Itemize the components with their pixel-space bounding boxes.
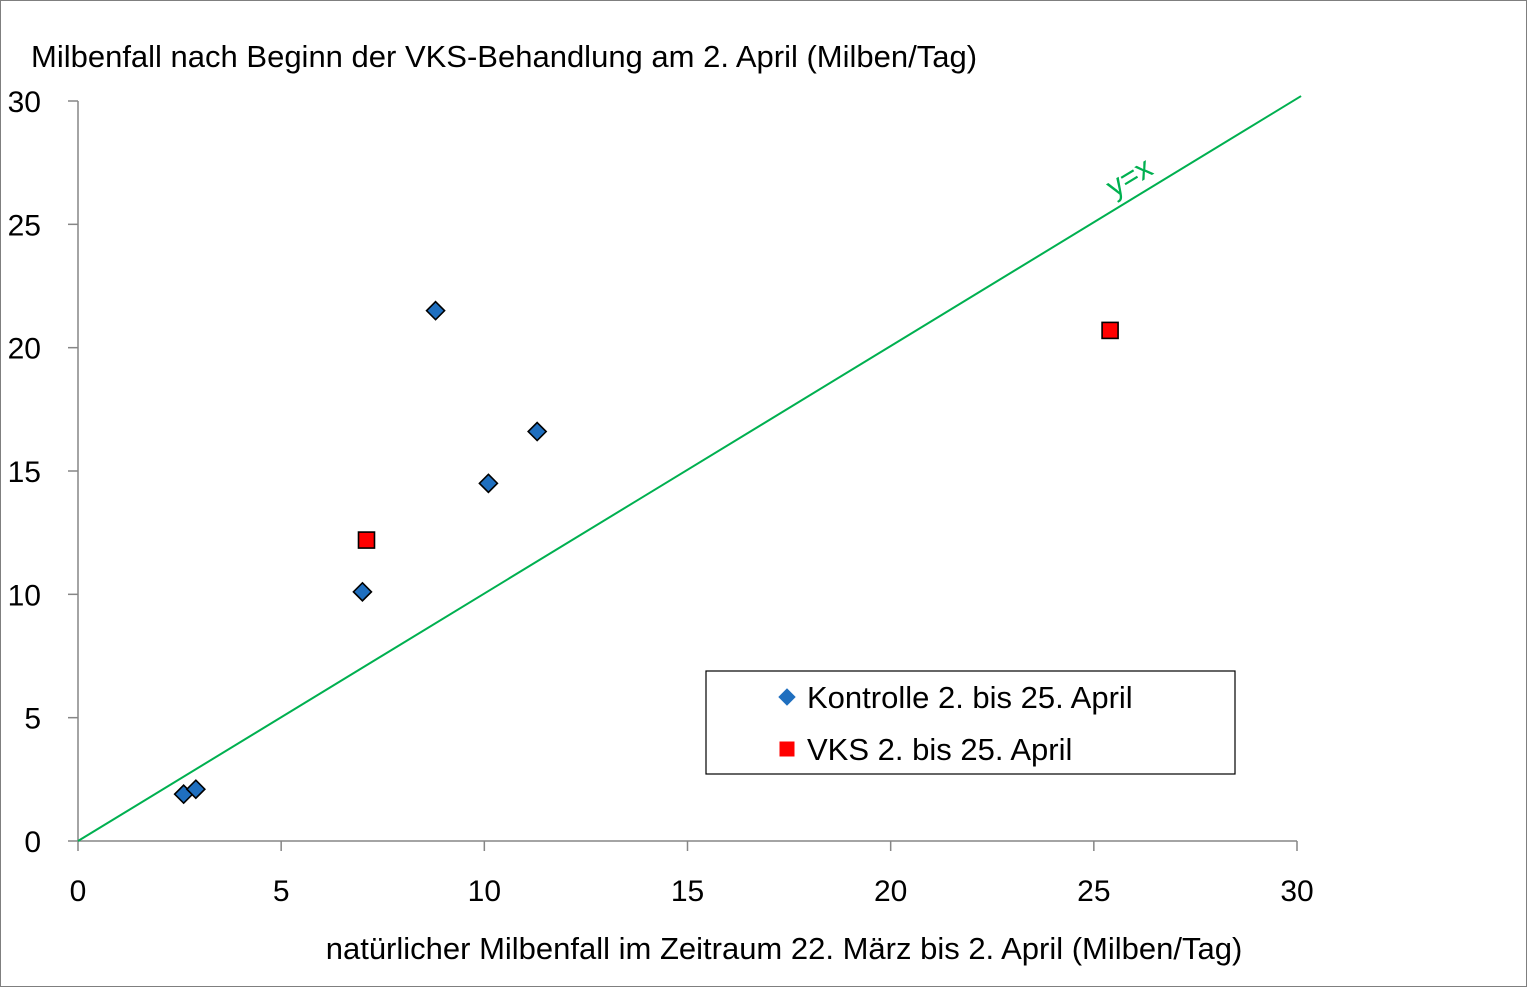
- legend-diamond-icon: [778, 688, 796, 706]
- y-tick-label: 25: [8, 209, 41, 242]
- vks-data-point: [1101, 321, 1119, 340]
- kontrolle-data-point: [425, 300, 446, 321]
- y-tick-label: 0: [24, 826, 41, 859]
- x-axis-label: natürlicher Milbenfall im Zeitraum 22. M…: [326, 931, 1243, 966]
- x-tick-label: 25: [1077, 875, 1110, 908]
- axes: 0 5 10 15 20 25 30 0 5 10 15 20 25 30: [8, 86, 1314, 908]
- x-tick-label: 20: [874, 875, 907, 908]
- legend-square-icon: [779, 741, 795, 757]
- x-tick-label: 10: [468, 875, 501, 908]
- x-tick-label: 0: [70, 875, 87, 908]
- x-tick-label: 5: [273, 875, 290, 908]
- y-tick-label: 10: [8, 579, 41, 612]
- kontrolle-data-point: [527, 421, 548, 442]
- y-tick-label: 5: [24, 703, 41, 736]
- x-tick-label: 15: [671, 875, 704, 908]
- vks-data-point: [357, 531, 376, 549]
- kontrolle-data-point: [352, 581, 373, 602]
- legend-entry-label: VKS 2. bis 25. April: [807, 732, 1072, 767]
- legend-entry-label: Kontrolle 2. bis 25. April: [807, 680, 1133, 715]
- y-tick-label: 20: [8, 333, 41, 366]
- x-tick-label: 30: [1280, 875, 1313, 908]
- legend-box: [705, 670, 1236, 775]
- y-equals-x-line: [77, 95, 1302, 842]
- y-tick-label: 15: [8, 456, 41, 489]
- chart-title: Milbenfall nach Beginn der VKS-Behandlun…: [31, 39, 977, 74]
- kontrolle-data-point: [185, 779, 206, 800]
- legend: Kontrolle 2. bis 25. April VKS 2. bis 25.…: [705, 670, 1236, 775]
- data-points: [173, 300, 1119, 805]
- reference-line-label: y=x: [1101, 151, 1159, 204]
- kontrolle-data-point: [478, 473, 499, 494]
- y-tick-label: 30: [8, 86, 41, 119]
